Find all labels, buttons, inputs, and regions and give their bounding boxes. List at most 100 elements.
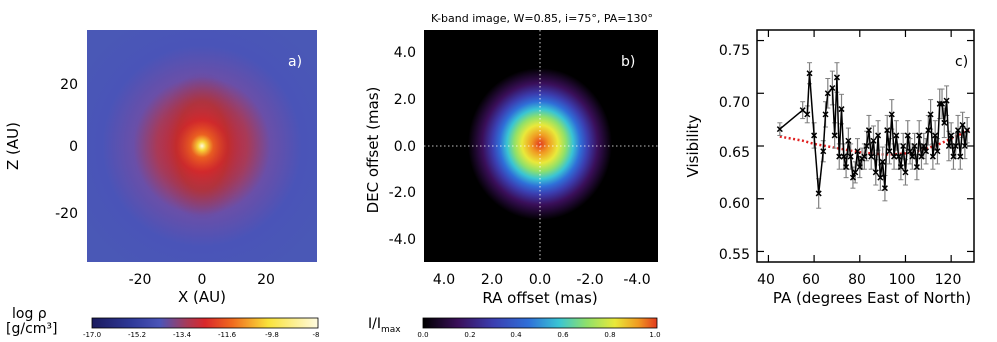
- panel-c-data-point: [943, 97, 950, 104]
- panel-c-y-tick: 0.75: [719, 43, 750, 59]
- panel-c-data-point: [875, 132, 882, 139]
- panel-c-data-point: [836, 153, 843, 160]
- panel-c-x-tick: 80: [848, 272, 866, 288]
- panel-b-ylabel: DEC offset (mas): [364, 87, 382, 214]
- panel-b-colorbar: [422, 317, 658, 329]
- panel-b-colorbar-label-main: I/I: [368, 316, 381, 332]
- panel-c-data-point: [886, 148, 893, 155]
- panel-c-data-point: [868, 153, 875, 160]
- panel-c-data-point: [843, 164, 850, 171]
- panel-c-y-tick: 0.65: [719, 145, 750, 161]
- panel-c-ylabel: Visibility: [684, 114, 702, 177]
- panel-c-data-point: [854, 148, 861, 155]
- panel-c-model-line: [779, 128, 971, 156]
- panel-b-y-ticks: 4.0 2.0 0.0 -2.0 -4.0: [389, 45, 416, 248]
- panel-a-colorbar-tick: -9.8: [265, 331, 279, 339]
- panel-b-x-tick: -4.0: [623, 272, 650, 288]
- panel-c-data-point: [865, 127, 872, 134]
- panel-a-y-tick: -20: [55, 206, 78, 222]
- panel-c-data-point: [804, 111, 811, 118]
- panel-b-x-tick: 2.0: [481, 272, 503, 288]
- panel-c-data-point: [959, 121, 966, 128]
- panel-c-data-point: [911, 142, 918, 150]
- panel-c-data-point: [799, 107, 806, 114]
- panel-c-data-point: [893, 132, 900, 139]
- panel-c-data-point: [806, 70, 813, 77]
- panel-c-data-point: [845, 137, 852, 144]
- panel-c-data-point: [877, 174, 884, 181]
- panel-c-data-point: [863, 142, 870, 150]
- panel-b-x-tick: -2.0: [576, 272, 603, 288]
- panel-a: a) -20 0 20 20 0 -20 X (AU) Z (AU) log ρ…: [4, 30, 319, 339]
- panel-a-colorbar-tick: -15.2: [128, 331, 146, 339]
- panel-c-x-ticks: 40 60 80 100 120: [757, 272, 961, 288]
- panel-c-xlabel: PA (degrees East of North): [773, 289, 971, 307]
- panel-c-data-point: [913, 164, 920, 171]
- panel-c-data-point: [891, 153, 898, 160]
- panel-c-y-ticks: 0.75 0.70 0.65 0.60 0.55: [719, 43, 750, 263]
- panel-c-data-point: [918, 153, 925, 160]
- panel-c-data-point: [852, 169, 859, 176]
- panel-b-colorbar-tick: 0.8: [604, 331, 615, 339]
- panel-c-data-point: [920, 142, 927, 150]
- panel-b-title: K-band image, W=0.85, i=75°, PA=130°: [431, 12, 653, 25]
- panel-c-data-point: [824, 90, 831, 97]
- panel-c-data-point: [948, 132, 955, 139]
- panel-c-data-point: [932, 132, 939, 139]
- panel-c-data-point: [927, 111, 934, 118]
- panel-a-colorbar-label-line2: [g/cm³]: [6, 321, 57, 337]
- panel-c: c) 40 60 80 100 120 0.75 0.70 0.65 0.60 …: [684, 29, 975, 307]
- panel-b: K-band image, W=0.85, i=75°, PA=130° b) …: [364, 12, 661, 339]
- panel-c-data-point: [833, 74, 840, 81]
- panel-c-data-point: [815, 190, 822, 197]
- panel-c-data-point: [847, 153, 854, 160]
- panel-c-tag: c): [955, 54, 968, 70]
- panel-b-colorbar-tick: 0.6: [557, 331, 569, 339]
- panel-b-x-ticks: 4.0 2.0 0.0 -2.0 -4.0: [433, 272, 651, 288]
- panel-a-colorbar-tick: -13.4: [173, 331, 192, 339]
- panel-b-y-tick: -4.0: [389, 232, 416, 248]
- panel-c-data-point: [831, 132, 838, 139]
- panel-a-colorbar-tick: -17.0: [83, 331, 101, 339]
- panel-c-data-point: [950, 153, 957, 160]
- panel-c-data-point: [897, 164, 904, 171]
- panel-b-x-tick: 0.0: [529, 272, 551, 288]
- panel-c-data-point: [941, 119, 948, 126]
- panel-b-y-tick: 2.0: [394, 92, 416, 108]
- panel-a-colorbar: [91, 317, 319, 329]
- panel-c-y-tick: 0.60: [719, 196, 750, 212]
- panel-a-tag: a): [288, 54, 302, 70]
- panel-b-colorbar-tick: 0.2: [464, 331, 475, 339]
- panel-b-colorbar-tick: 0.0: [417, 331, 428, 339]
- panel-c-data-point: [849, 174, 856, 181]
- panel-c-data-point: [961, 142, 968, 150]
- panel-b-y-tick: -2.0: [389, 185, 416, 201]
- panel-b-tag: b): [621, 54, 635, 70]
- panel-a-x-tick: 0: [198, 272, 207, 288]
- panel-a-colorbar-tick: -11.6: [218, 331, 237, 339]
- panel-c-data-point: [895, 153, 902, 160]
- panel-c-data-point: [879, 158, 886, 165]
- panel-b-colorbar-label: I/Imax: [368, 316, 401, 335]
- panel-c-data-point: [888, 111, 895, 118]
- panel-a-xlabel: X (AU): [178, 288, 226, 306]
- panel-c-y-tick: 0.55: [719, 247, 750, 263]
- panel-c-x-tick: 100: [889, 272, 916, 288]
- panel-c-data-point: [861, 153, 868, 160]
- panel-c-data-point: [925, 127, 932, 134]
- panel-b-y-tick: 0.0: [394, 139, 416, 155]
- panel-a-colorbar-ticks: -17.0 -15.2 -13.4 -11.6 -9.8 -8: [83, 331, 320, 339]
- panel-c-data-point: [907, 148, 914, 155]
- panel-b-colorbar-ticks: 0.0 0.2 0.4 0.6 0.8 1.0: [417, 331, 660, 339]
- panel-c-x-tick: 120: [935, 272, 962, 288]
- panel-c-x-tick: 60: [802, 272, 820, 288]
- panel-b-x-tick: 4.0: [433, 272, 455, 288]
- panel-b-source: [468, 68, 612, 220]
- panel-c-data-point: [916, 132, 923, 139]
- panel-c-data-point: [870, 137, 877, 144]
- panel-c-data-point: [840, 153, 847, 160]
- panel-c-data-point: [929, 153, 936, 160]
- panel-a-x-ticks: -20 0 20: [129, 272, 275, 288]
- panel-c-data-point: [872, 169, 879, 176]
